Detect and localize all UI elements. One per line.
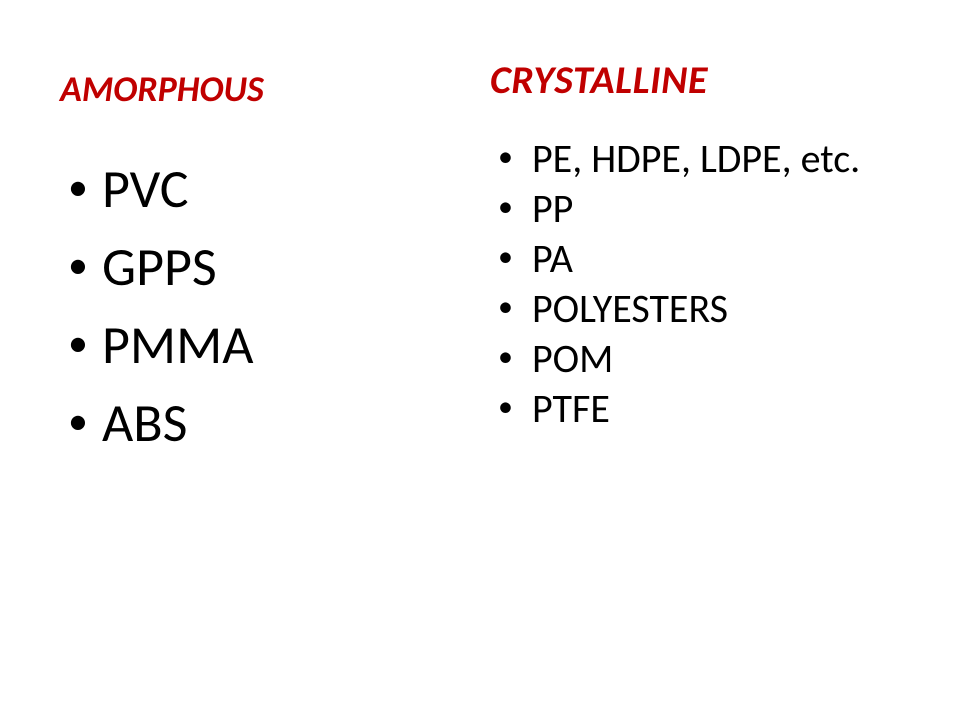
list-crystalline: PE, HDPE, LDPE, etc. PP PA POLYESTERS PO… (490, 134, 900, 434)
list-item: POM (490, 334, 900, 384)
list-item: POLYESTERS (490, 284, 900, 334)
heading-amorphous: AMORPHOUS (60, 70, 470, 110)
list-item: PA (490, 234, 900, 284)
slide: AMORPHOUS PVC GPPS PMMA ABS CRYSTALLINE … (0, 0, 960, 720)
list-item: PE, HDPE, LDPE, etc. (490, 134, 900, 184)
list-amorphous: PVC GPPS PMMA ABS (60, 150, 470, 463)
list-item: GPPS (60, 228, 470, 306)
list-item: PVC (60, 150, 470, 228)
column-amorphous: AMORPHOUS PVC GPPS PMMA ABS (60, 50, 490, 680)
list-item: PTFE (490, 384, 900, 434)
list-item: ABS (60, 384, 470, 462)
column-crystalline: CRYSTALLINE PE, HDPE, LDPE, etc. PP PA P… (490, 50, 900, 680)
list-item: PP (490, 184, 900, 234)
heading-crystalline: CRYSTALLINE (490, 58, 900, 102)
list-item: PMMA (60, 306, 470, 384)
